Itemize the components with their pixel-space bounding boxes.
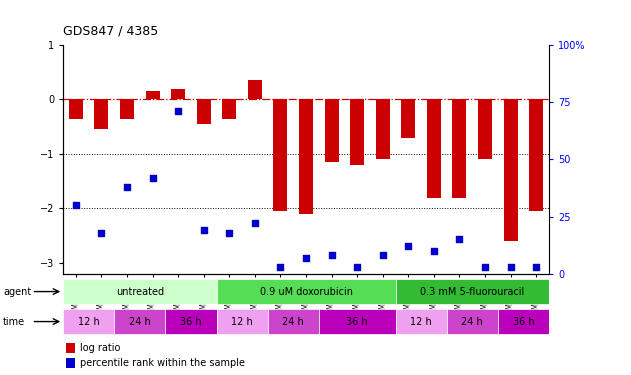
Text: 36 h: 36 h [180,316,202,327]
Point [71,202,81,208]
Bar [66,343,75,352]
Bar [222,99,237,118]
Bar [401,99,415,138]
Text: 12 h: 12 h [78,316,100,327]
Bar [273,99,288,211]
Point [352,264,362,270]
Bar [427,99,441,198]
Point [173,108,183,114]
Point [301,255,311,261]
Bar [396,309,447,334]
Bar [197,99,211,124]
Text: untreated: untreated [115,286,164,297]
Text: 12 h: 12 h [410,316,432,327]
Bar [248,80,262,99]
Point [224,230,234,236]
Bar [478,99,492,159]
Bar [498,309,549,334]
Point [275,264,285,270]
Text: 24 h: 24 h [461,316,483,327]
Point [403,243,413,249]
Bar [396,279,549,304]
Bar [350,99,364,165]
Point [454,237,464,243]
Text: 36 h: 36 h [346,316,368,327]
Bar [529,99,543,211]
Bar [452,99,466,198]
Text: time: time [3,316,25,327]
Point [97,230,107,236]
Point [199,227,209,233]
Point [429,248,439,254]
Text: log ratio: log ratio [80,343,121,352]
Point [531,264,541,270]
Bar [165,309,216,334]
Text: GDS847 / 4385: GDS847 / 4385 [63,24,158,38]
Bar [95,99,109,129]
Point [480,264,490,270]
Bar [447,309,498,334]
Bar [69,99,83,118]
Point [505,264,516,270]
Text: 24 h: 24 h [129,316,151,327]
Text: 0.9 uM doxorubicin: 0.9 uM doxorubicin [259,286,353,297]
Bar [375,99,390,159]
Bar [63,309,114,334]
Bar [319,309,396,334]
Bar [216,309,268,334]
Point [148,175,158,181]
Text: 0.3 mM 5-fluorouracil: 0.3 mM 5-fluorouracil [420,286,524,297]
Bar [299,99,313,214]
Text: agent: agent [3,286,32,297]
Bar [216,279,396,304]
Text: 12 h: 12 h [231,316,253,327]
Point [327,252,337,258]
Text: 36 h: 36 h [512,316,534,327]
Bar [171,88,186,99]
Bar [63,279,216,304]
Text: percentile rank within the sample: percentile rank within the sample [80,358,245,368]
Point [378,252,388,258]
Text: 24 h: 24 h [283,316,304,327]
Point [250,220,260,226]
Bar [114,309,165,334]
Bar [504,99,517,241]
Bar [146,91,160,99]
Bar [66,358,75,368]
Bar [324,99,339,162]
Bar [268,309,319,334]
Point [122,184,132,190]
Bar [120,99,134,118]
